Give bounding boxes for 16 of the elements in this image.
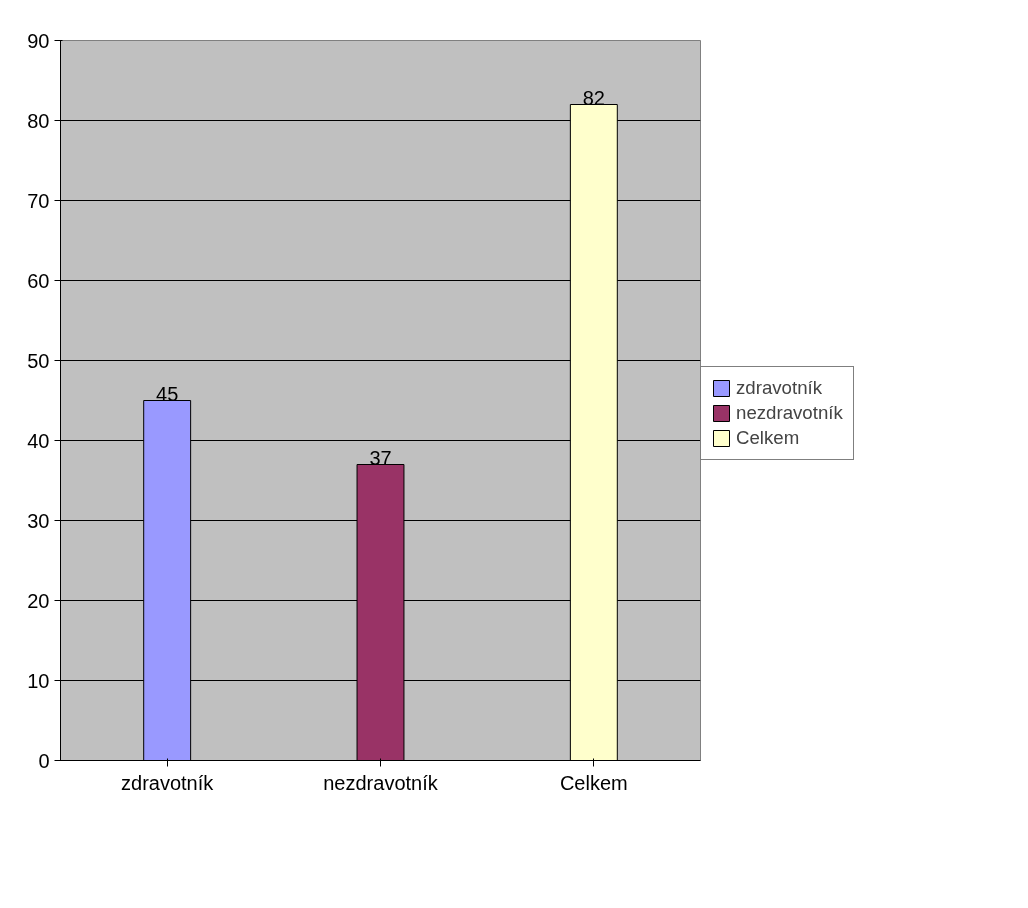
y-tick-label: 60 [27,269,50,292]
y-tick-label: 20 [27,589,50,612]
legend-label: Celkem [736,427,800,449]
y-tick-label: 90 [27,29,50,52]
x-tick-label: zdravotník [121,771,215,794]
y-tick-label: 70 [27,189,50,212]
y-tick-label: 0 [38,749,50,772]
legend-label: zdravotník [736,377,823,399]
y-tick-label: 10 [27,669,50,692]
y-tick-label: 40 [27,429,50,452]
y-tick-label: 50 [27,349,50,372]
x-tick-label: nezdravotník [323,771,439,794]
x-tick-label: Celkem [559,771,628,794]
y-tick-label: 30 [27,509,50,532]
legend-label: nezdravotník [736,402,843,424]
y-tick-label: 80 [27,109,50,132]
